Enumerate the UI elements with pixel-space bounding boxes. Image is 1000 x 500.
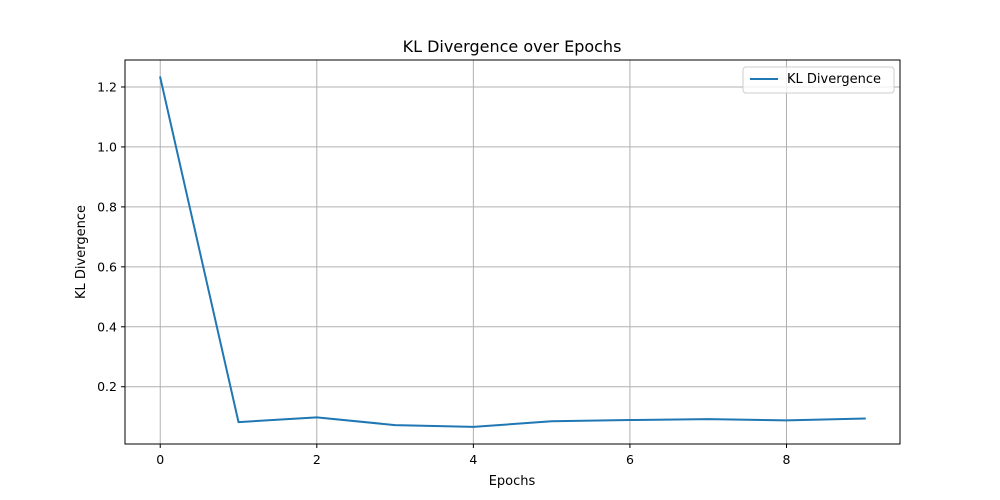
y-tick-label: 0.4	[97, 319, 117, 334]
x-axis-ticks: 0 2 4 6 8	[156, 444, 791, 467]
x-tick-label: 8	[783, 452, 791, 467]
x-tick-label: 4	[469, 452, 477, 467]
grid	[125, 60, 900, 444]
y-tick-label: 0.6	[97, 259, 117, 274]
x-tick-label: 2	[313, 452, 321, 467]
legend: KL Divergence	[742, 66, 895, 94]
y-tick-label: 1.2	[97, 79, 117, 94]
series-line	[159, 76, 866, 428]
y-tick-label: 0.8	[97, 199, 117, 214]
y-tick-label: 0.2	[97, 379, 117, 394]
plot-frame	[124, 59, 901, 445]
x-axis-label: Epochs	[489, 474, 536, 489]
series-layer	[159, 76, 866, 428]
y-tick-label: 1.0	[97, 139, 117, 154]
x-tick-label: 0	[156, 452, 164, 467]
legend-box	[742, 66, 895, 94]
x-tick-label: 6	[626, 452, 634, 467]
y-axis-ticks: 0.2 0.4 0.6 0.8 1.0 1.2	[97, 79, 125, 394]
y-axis-label: KL Divergence	[74, 205, 89, 299]
chart-title: KL Divergence over Epochs	[403, 37, 622, 56]
legend-label: KL Divergence	[787, 72, 881, 87]
